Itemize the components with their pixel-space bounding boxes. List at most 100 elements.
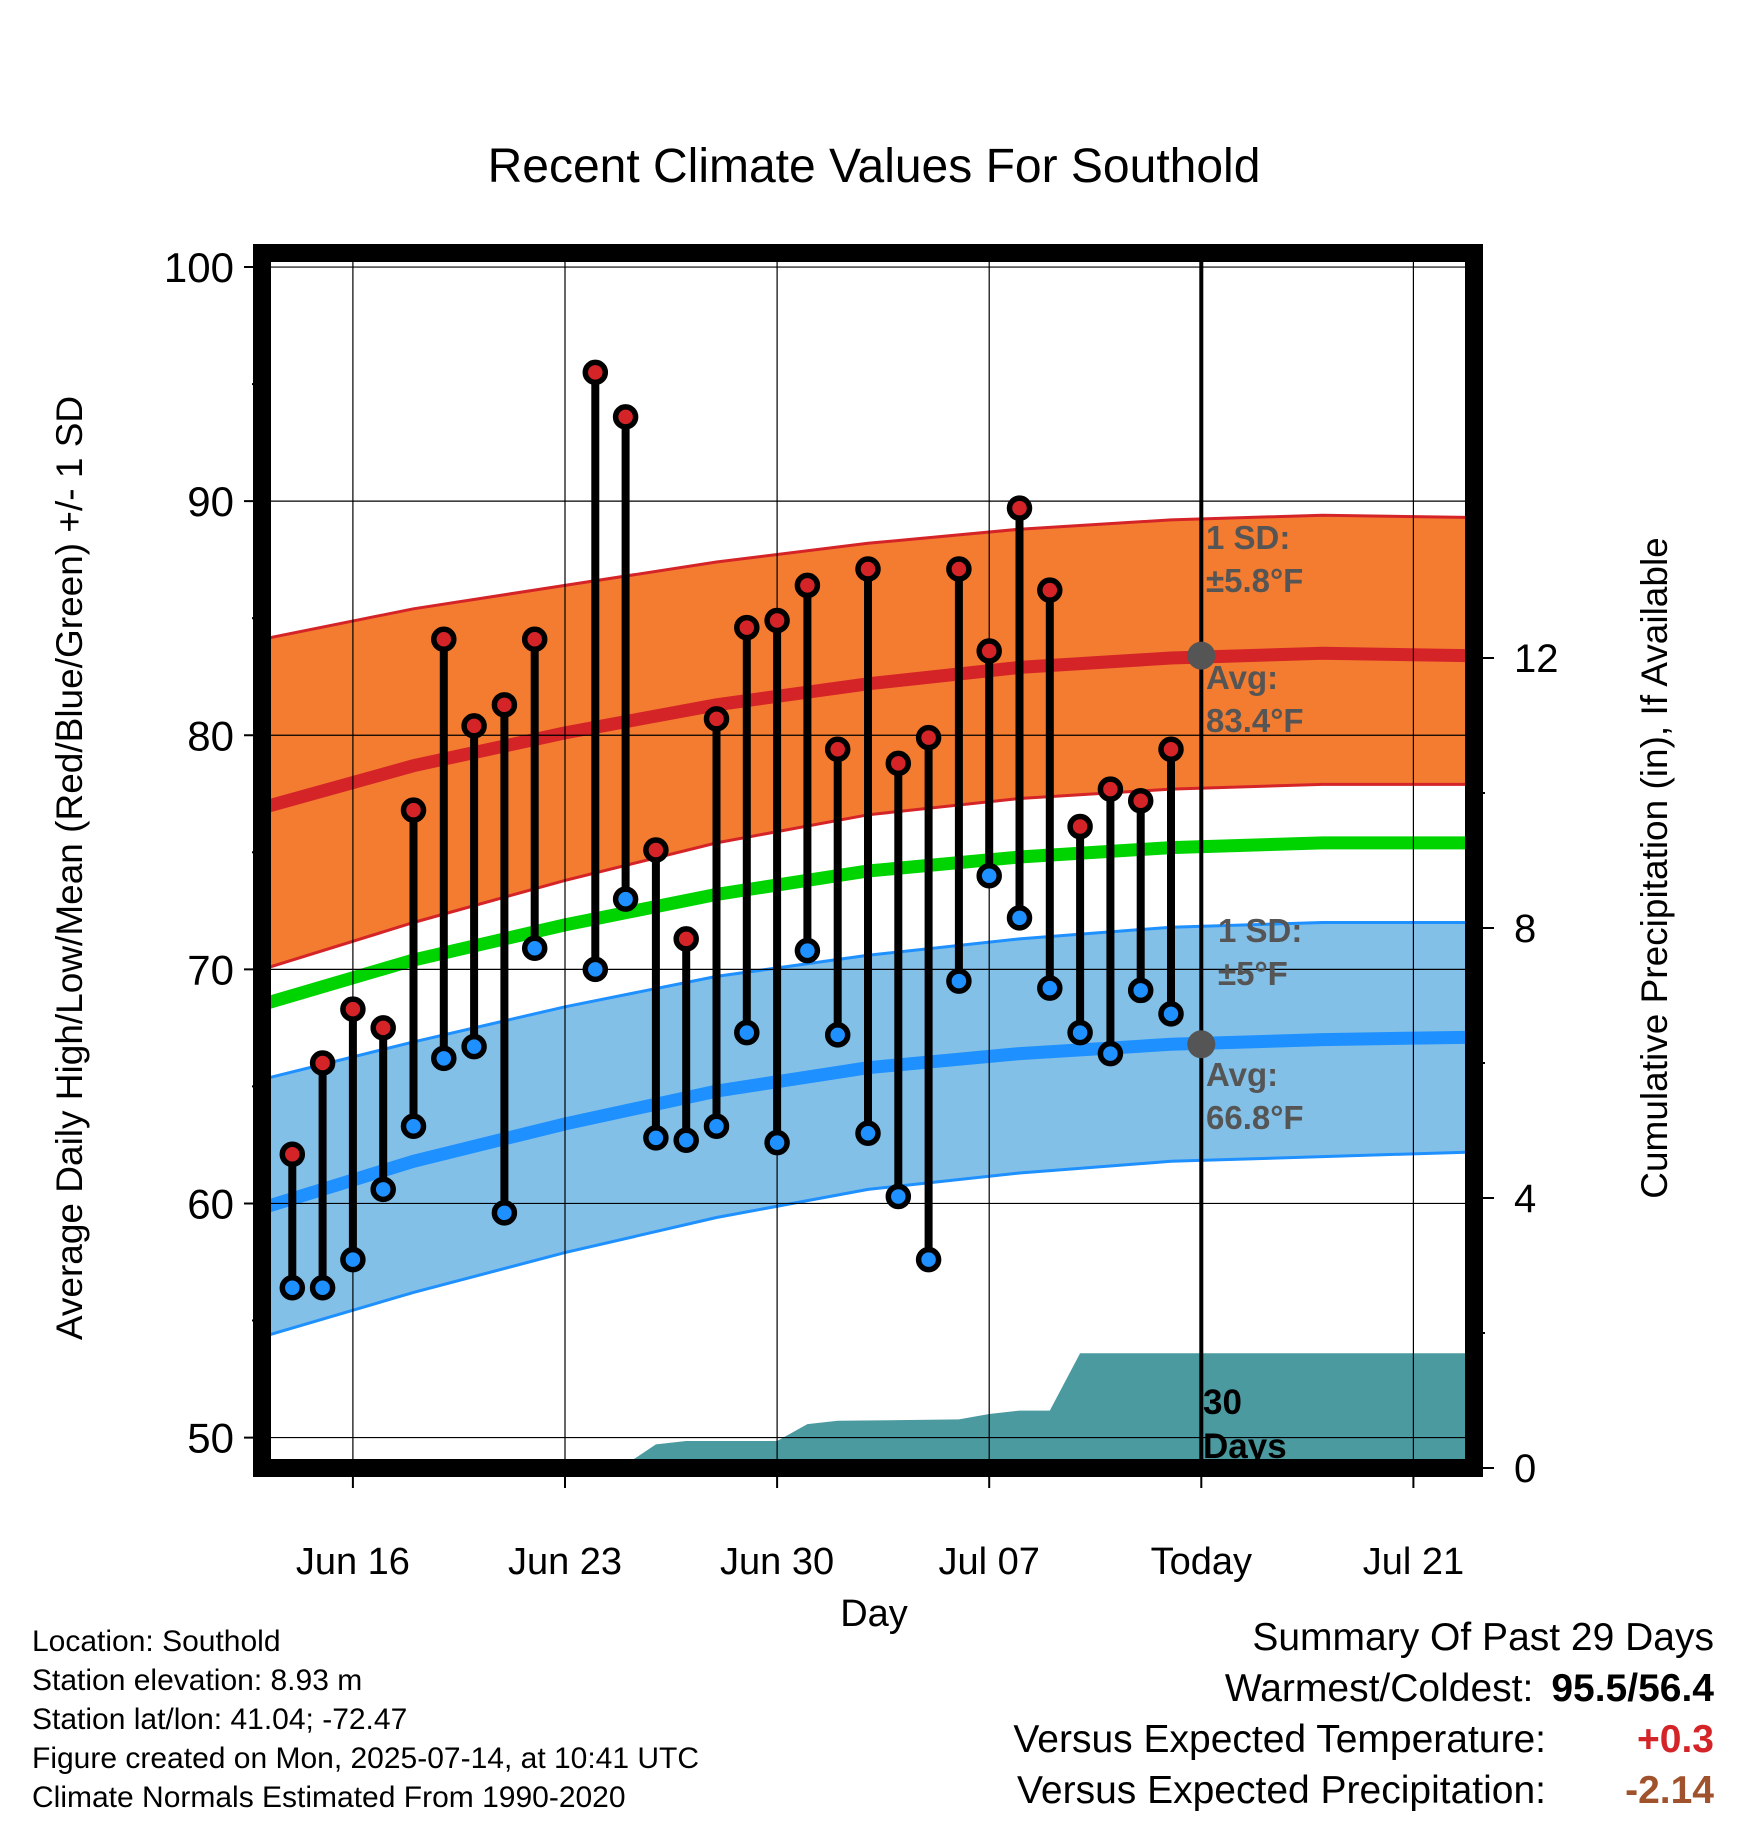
low-temp-point — [643, 1125, 669, 1151]
low-temp-point — [461, 1033, 487, 1060]
low-temp-point — [400, 1113, 427, 1139]
warmest-separator: / — [1627, 1667, 1639, 1710]
low-avg-label: Avg: — [1206, 1056, 1278, 1093]
window-days-number: 30 — [1203, 1383, 1242, 1422]
normals-period-text: Climate Normals Estimated From 1990-2020 — [32, 1781, 626, 1814]
low-temp-point — [1158, 1001, 1184, 1027]
created-text: Figure created on Mon, 2025-07-14, at 10… — [32, 1742, 700, 1775]
y2-tick-label: 12 — [1514, 637, 1559, 681]
y2-tick-label: 0 — [1514, 1447, 1536, 1491]
low-temp-point — [1097, 1040, 1124, 1067]
summary-warmest-row: Warmest/Coldest: 95.5/56.4 — [1013, 1663, 1714, 1714]
temp-label: Versus Expected Temperature: — [1013, 1718, 1546, 1761]
high-avg-marker — [1187, 641, 1216, 670]
y-axis-label: Average Daily High/Low/Mean (Red/Blue/Gr… — [49, 396, 90, 1340]
low-temp-point — [1127, 977, 1154, 1004]
y-tick-label: 90 — [187, 478, 234, 525]
high-temp-point — [643, 837, 669, 863]
plot-area: 1 SD: ±5.8°F Avg: 83.4°F 1 SD: ±5°F Avg: 66.8°F… — [164, 244, 1559, 1583]
precip-value: -2.14 — [1625, 1769, 1714, 1812]
y2-tick-label: 4 — [1514, 1177, 1536, 1221]
y-tick-label: 70 — [187, 946, 234, 993]
high-temp-point — [915, 724, 942, 751]
high-avg-label: Avg: — [1206, 659, 1278, 696]
precip-label: Versus Expected Precipitation: — [1017, 1769, 1546, 1812]
latlon-text: Station lat/lon: 41.04; -72.47 — [32, 1703, 408, 1736]
plot-frame — [253, 244, 1483, 1477]
low-temp-point — [491, 1200, 518, 1226]
station-metadata: Location: Southold Station elevation: 8.… — [32, 1622, 699, 1817]
low-temp-point — [431, 1045, 457, 1072]
y2-axis-label: Cumulative Precipitation (in), If Availa… — [1634, 537, 1675, 1199]
x-tick-label: Jun 30 — [720, 1541, 834, 1583]
high-temp-point — [1127, 788, 1154, 814]
high-sd-label: 1 SD: — [1206, 519, 1290, 556]
high-temp-point — [764, 607, 790, 634]
low-temp-point — [703, 1113, 730, 1139]
low-temp-point — [885, 1183, 912, 1210]
low-temp-point — [1006, 905, 1033, 931]
high-temp-point — [855, 556, 881, 582]
location-text: Location: Southold — [32, 1625, 281, 1658]
low-temp-point — [915, 1246, 942, 1273]
low-avg-marker — [1187, 1030, 1216, 1059]
high-temp-point — [824, 736, 851, 763]
x-tick-label: Jul 21 — [1363, 1541, 1464, 1583]
low-temp-point — [279, 1274, 306, 1301]
high-temp-point — [1037, 577, 1063, 603]
low-sd-label: 1 SD: — [1218, 912, 1302, 949]
high-temp-point — [400, 797, 427, 823]
low-temp-point — [1067, 1019, 1093, 1046]
high-temp-point — [461, 713, 487, 739]
high-temp-point — [491, 692, 518, 718]
high-temp-point — [431, 626, 457, 653]
high-temp-point — [703, 706, 730, 732]
low-temp-point — [1037, 975, 1063, 1001]
low-temp-point — [764, 1129, 790, 1156]
y2-tick-label: 8 — [1514, 907, 1536, 951]
precip-area — [262, 1353, 1474, 1468]
x-tick-label: Jun 16 — [296, 1541, 410, 1583]
high-temp-point — [976, 638, 1002, 664]
high-temp-point — [279, 1141, 306, 1168]
warmest-coldest-value: 95.5/56.4 — [1551, 1663, 1714, 1714]
high-temp-point — [885, 750, 912, 777]
low-temp-point — [824, 1022, 851, 1048]
y-tick-label: 100 — [164, 244, 234, 291]
high-temp-point — [582, 359, 609, 386]
warmest-label: Warmest/Coldest: — [1224, 1667, 1534, 1710]
high-temp-point — [340, 996, 366, 1022]
x-tick-label: Jun 23 — [508, 1541, 622, 1583]
high-temp-point — [1097, 776, 1124, 802]
temp-value: +0.3 — [1637, 1718, 1714, 1761]
low-temp-point — [340, 1246, 366, 1273]
high-temp-point — [1158, 736, 1184, 763]
elevation-text: Station elevation: 8.93 m — [32, 1664, 363, 1697]
low-sd-value: ±5°F — [1218, 955, 1288, 992]
high-temp-point — [1067, 813, 1093, 840]
x-tick-label: Jul 07 — [938, 1541, 1039, 1583]
warmest-value: 95.5 — [1551, 1667, 1628, 1710]
summary-title: Summary Of Past 29 Days — [1252, 1616, 1714, 1659]
chart-title: Recent Climate Values For Southold — [488, 140, 1261, 193]
y-tick-label: 50 — [187, 1415, 234, 1462]
high-temp-point — [794, 572, 821, 599]
low-temp-point — [309, 1274, 336, 1301]
x-tick-label: Today — [1151, 1541, 1252, 1583]
summary-panel: Summary Of Past 29 Days Warmest/Coldest:… — [1013, 1612, 1714, 1816]
high-temp-point — [734, 614, 760, 641]
summary-precip-row: Versus Expected Precipitation: -2.14 — [1013, 1765, 1714, 1816]
low-temp-point — [976, 862, 1002, 889]
coldest-value: 56.4 — [1638, 1667, 1714, 1710]
high-sd-band-upper-edge — [261, 513, 1475, 641]
high-temp-point — [370, 1015, 396, 1041]
x-axis-label: Day — [840, 1593, 908, 1635]
low-temp-point — [582, 956, 609, 983]
low-temp-point — [521, 935, 548, 962]
summary-temp-row: Versus Expected Temperature: +0.3 — [1013, 1714, 1714, 1765]
high-temp-point — [612, 404, 639, 430]
high-temp-point — [309, 1050, 336, 1076]
low-avg-value: 66.8°F — [1206, 1099, 1304, 1136]
high-temp-point — [521, 626, 548, 653]
